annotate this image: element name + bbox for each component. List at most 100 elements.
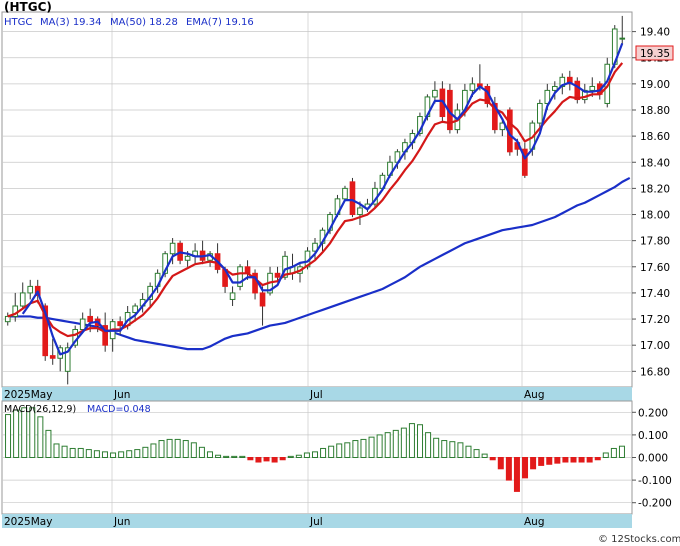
macd-bar: [5, 414, 12, 458]
macd-y-axis: 0.200 0.100 0.000 -0.100 -0.200: [632, 407, 672, 510]
price-tick-label: 18.80: [640, 105, 670, 117]
price-tick-label: 17.60: [640, 262, 670, 274]
price-x-label: Jul: [309, 389, 323, 401]
macd-bar: [255, 457, 262, 463]
macd-bar: [85, 449, 92, 458]
legend-ema7: EMA(7) 19.16: [186, 17, 254, 28]
price-grid: [2, 12, 632, 387]
macd-bar: [101, 451, 108, 459]
price-tick-label: 19.40: [640, 27, 670, 39]
candle-body: [102, 325, 108, 346]
last-price-box: [635, 45, 674, 61]
candle-body: [64, 347, 71, 372]
candle-body: [349, 181, 356, 216]
macd-tick-label: -0.100: [638, 475, 672, 487]
macd-bar: [602, 452, 609, 459]
candle-body: [117, 321, 123, 327]
macd-bar: [190, 442, 197, 458]
macd-bar: [182, 440, 189, 458]
price-date-band: [2, 387, 632, 401]
macd-bar: [198, 446, 205, 458]
chart-title: (HTGC): [4, 0, 52, 14]
price-tick-label: 17.40: [640, 288, 670, 300]
macd-bar: [538, 457, 545, 466]
macd-bar: [513, 457, 520, 492]
macd-bar: [320, 447, 327, 458]
macd-bar: [328, 445, 335, 459]
macd-bar: [263, 457, 270, 462]
macd-bar: [174, 438, 181, 459]
macd-bar: [360, 438, 367, 459]
macd-x-label: Aug: [524, 516, 545, 528]
macd-bar: [489, 457, 496, 461]
candle-body: [27, 285, 34, 294]
watermark: © 12Stocks.com: [598, 534, 680, 545]
candle-body: [19, 292, 26, 307]
candle-body: [619, 37, 626, 40]
macd-bar: [303, 452, 310, 459]
macd-tick-label: 0.100: [638, 430, 668, 442]
candle-body: [342, 187, 348, 200]
candle-body: [49, 355, 56, 359]
candle-body: [132, 305, 138, 314]
macd-bar: [441, 440, 448, 458]
candle-body: [574, 80, 581, 101]
macd-bar: [336, 443, 343, 459]
ma3-polyline: [21, 42, 624, 356]
macd-bar: [239, 455, 246, 458]
macd-x-label: Jun: [113, 516, 130, 528]
macd-histogram: [5, 407, 625, 492]
macd-bar: [570, 457, 577, 463]
price-x-label: Jun: [113, 389, 130, 401]
candle-body: [312, 242, 318, 252]
price-tick-label: 17.00: [640, 340, 670, 352]
macd-bar: [206, 451, 213, 459]
macd-bar: [231, 455, 238, 458]
macd-bar: [247, 457, 254, 461]
macd-bar: [408, 423, 415, 459]
candle-body: [237, 266, 243, 287]
macd-date-band: [2, 514, 632, 528]
macd-bar: [384, 432, 391, 459]
macd-bar: [311, 451, 319, 459]
macd-bar: [134, 449, 141, 458]
macd-bar: [457, 442, 464, 458]
price-tick-label: 18.00: [640, 210, 670, 222]
candle-body: [259, 292, 266, 307]
macd-bar: [578, 457, 585, 463]
macd-bar: [352, 440, 359, 458]
macd-x-label: Jul: [309, 516, 323, 528]
macd-bar: [522, 457, 529, 479]
macd-bar: [37, 416, 44, 459]
macd-bar: [142, 446, 149, 458]
price-tick-label: 18.60: [640, 131, 670, 143]
macd-bar: [158, 440, 165, 458]
macd-bar: [392, 429, 399, 459]
macd-tick-label: 0.000: [638, 453, 668, 465]
macd-legend-value: MACD=0.048: [87, 404, 151, 415]
candle-body: [432, 89, 438, 98]
macd-bar: [223, 455, 230, 458]
macd-bar: [497, 457, 504, 470]
macd-bar: [473, 449, 480, 458]
macd-tick-label: -0.200: [638, 498, 672, 510]
macd-bar: [368, 436, 375, 459]
candle-body: [469, 83, 476, 91]
macd-x-label: 2025May: [4, 516, 52, 528]
macd-bar: [465, 445, 472, 459]
macd-bar: [295, 454, 302, 458]
macd-bar: [29, 407, 36, 458]
macd-bar: [618, 445, 625, 459]
macd-bar: [166, 438, 173, 459]
candle-body: [589, 85, 596, 91]
macd-bar: [400, 427, 407, 458]
macd-bar: [93, 450, 100, 459]
macd-bar: [425, 432, 432, 459]
macd-bar: [279, 457, 286, 461]
price-x-label: Aug: [524, 389, 545, 401]
price-tick-label: 18.40: [640, 157, 670, 169]
legend-ma3: MA(3) 19.34: [40, 17, 101, 28]
macd-bar: [13, 409, 20, 459]
candle-body: [4, 315, 11, 323]
